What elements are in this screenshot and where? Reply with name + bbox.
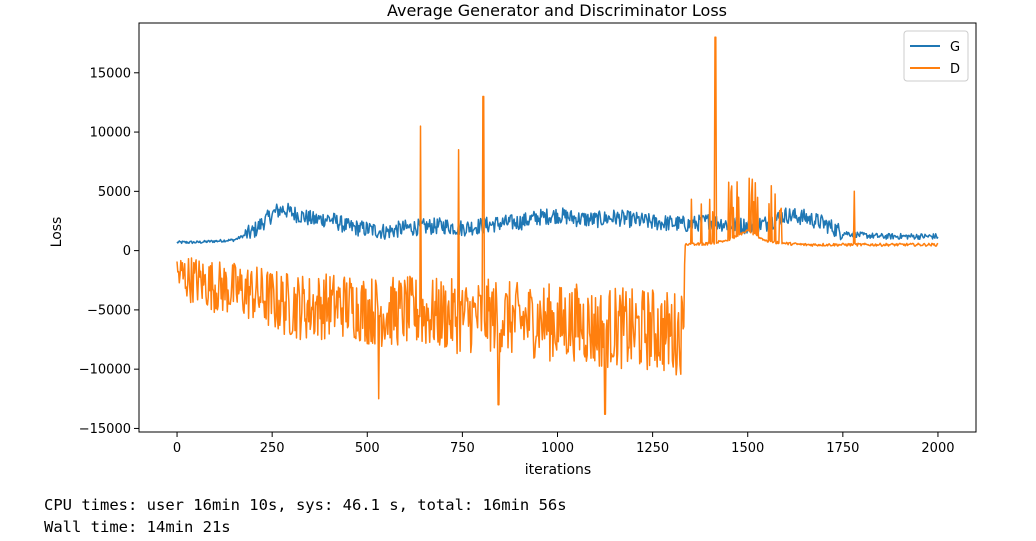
y-tick-label: 15000 <box>90 66 131 81</box>
legend: GD <box>903 30 969 82</box>
x-tick-label: 2000 <box>921 441 954 456</box>
legend-label-G: G <box>950 40 960 55</box>
cpu-times-line: CPU times: user 16min 10s, sys: 46.1 s, … <box>44 496 567 514</box>
x-tick-label: 500 <box>355 441 380 456</box>
x-tick-label: 1750 <box>826 441 859 456</box>
series-line-G <box>176 202 939 245</box>
loss-chart: Average Generator and Discriminator Loss… <box>49 1 977 478</box>
x-tick-label: 0 <box>173 441 181 456</box>
x-tick-label: 1250 <box>636 441 669 456</box>
x-tick-label: 1000 <box>541 441 574 456</box>
y-tick-label: −10000 <box>79 363 131 378</box>
x-axis-label: iterations <box>525 462 591 478</box>
y-axis-label: Loss <box>49 217 65 248</box>
y-tick-label: 0 <box>123 244 131 259</box>
x-tick-label: 750 <box>450 441 475 456</box>
y-tick-label: 10000 <box>90 126 131 141</box>
wall-time-line: Wall time: 14min 21s <box>44 518 231 536</box>
plot-area <box>138 22 977 433</box>
y-tick-label: −15000 <box>79 422 131 437</box>
cell-output: CPU times: user 16min 10s, sys: 46.1 s, … <box>44 494 567 538</box>
chart-title: Average Generator and Discriminator Loss <box>387 1 727 20</box>
series-line-D <box>176 36 939 415</box>
x-tick-label: 250 <box>260 441 285 456</box>
y-tick-label: −5000 <box>87 303 131 318</box>
legend-label-D: D <box>950 62 960 77</box>
x-tick-label: 1500 <box>731 441 764 456</box>
y-tick-label: 5000 <box>98 185 131 200</box>
